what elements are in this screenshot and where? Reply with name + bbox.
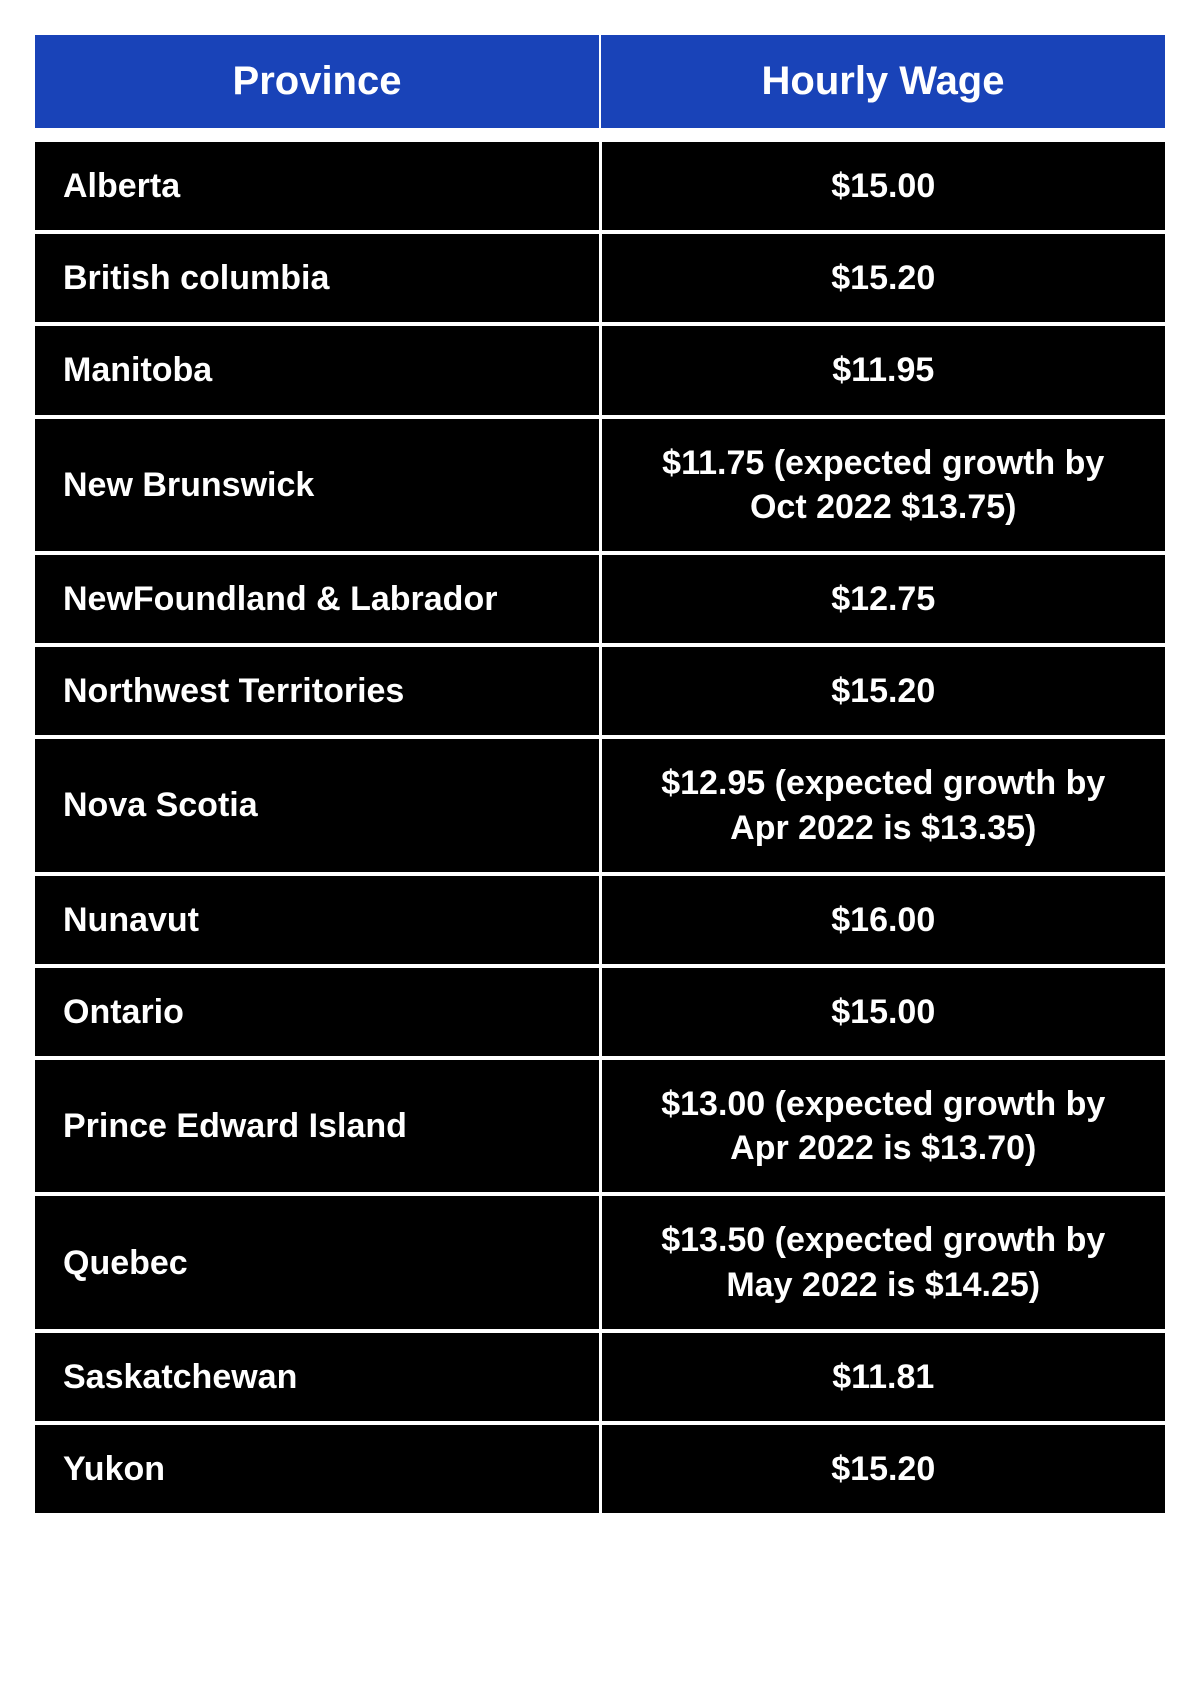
province-cell: Prince Edward Island [35,1060,602,1192]
table-header-row: ProvinceHourly Wage [35,35,1165,128]
province-cell: Northwest Territories [35,647,602,735]
province-cell: Manitoba [35,326,602,414]
wage-cell: $11.75 (expected growth by Oct 2022 $13.… [602,419,1166,551]
province-cell: Nunavut [35,876,602,964]
province-cell: Yukon [35,1425,602,1513]
table-row: Manitoba$11.95 [35,326,1165,418]
province-cell: British columbia [35,234,602,322]
wage-cell: $15.00 [602,142,1166,230]
table-row: Yukon$15.20 [35,1425,1165,1513]
wage-cell: $12.95 (expected growth by Apr 2022 is $… [602,739,1166,871]
table-row: British columbia$15.20 [35,234,1165,326]
table-row: Quebec$13.50 (expected growth by May 202… [35,1196,1165,1332]
province-cell: Quebec [35,1196,602,1328]
table-row: Nova Scotia$12.95 (expected growth by Ap… [35,739,1165,875]
wage-cell: $11.81 [602,1333,1166,1421]
province-cell: NewFoundland & Labrador [35,555,602,643]
wage-cell: $15.20 [602,647,1166,735]
table-row: Ontario$15.00 [35,968,1165,1060]
province-cell: Ontario [35,968,602,1056]
province-cell: Alberta [35,142,602,230]
table-row: Prince Edward Island$13.00 (expected gro… [35,1060,1165,1196]
wage-cell: $13.00 (expected growth by Apr 2022 is $… [602,1060,1166,1192]
header-body-gap [35,128,1165,142]
wage-table: ProvinceHourly Wage Alberta$15.00British… [35,35,1165,1513]
wage-cell: $15.20 [602,1425,1166,1513]
wage-cell: $12.75 [602,555,1166,643]
table-row: Alberta$15.00 [35,142,1165,234]
column-header-hourly-wage: Hourly Wage [601,35,1165,128]
wage-cell: $15.00 [602,968,1166,1056]
table-row: NewFoundland & Labrador$12.75 [35,555,1165,647]
wage-cell: $16.00 [602,876,1166,964]
province-cell: Saskatchewan [35,1333,602,1421]
province-cell: Nova Scotia [35,739,602,871]
table-row: Saskatchewan$11.81 [35,1333,1165,1425]
wage-cell: $11.95 [602,326,1166,414]
table-row: New Brunswick$11.75 (expected growth by … [35,419,1165,555]
table-row: Nunavut$16.00 [35,876,1165,968]
table-row: Northwest Territories$15.20 [35,647,1165,739]
wage-cell: $13.50 (expected growth by May 2022 is $… [602,1196,1166,1328]
wage-cell: $15.20 [602,234,1166,322]
province-cell: New Brunswick [35,419,602,551]
column-header-province: Province [35,35,601,128]
